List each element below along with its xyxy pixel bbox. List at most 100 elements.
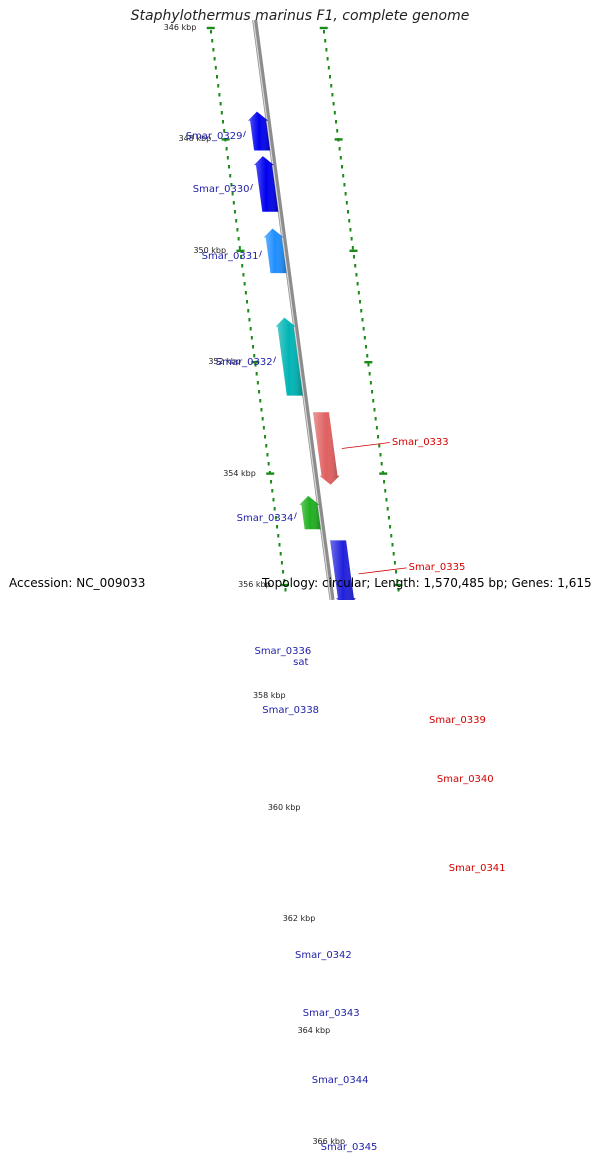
- leader-line: [358, 567, 407, 575]
- tick-dot: [229, 174, 232, 178]
- tick-label: 358 kbp: [252, 691, 286, 701]
- tick-dot: [213, 57, 216, 61]
- tick-dot: [276, 525, 279, 529]
- tick-dot: [274, 516, 277, 520]
- tick-dot: [372, 399, 375, 403]
- tick-dot: [280, 561, 283, 565]
- tick-dot: [220, 111, 223, 115]
- tick-dot: [344, 192, 347, 196]
- tick-dot: [225, 147, 228, 151]
- tick-dot: [267, 462, 270, 466]
- gene-arrow-shade: [275, 317, 303, 396]
- tick-dot: [278, 543, 281, 547]
- gene-arrow-shade: [254, 156, 279, 212]
- tick-dot: [387, 516, 390, 520]
- gene-label: Smar_0343: [302, 1008, 360, 1020]
- tick-dot: [271, 489, 274, 493]
- tick-dot: [232, 201, 235, 205]
- tick-dot: [262, 426, 265, 430]
- tick-dot: [332, 102, 335, 106]
- tick-dot: [333, 111, 336, 115]
- gene-label: Smar_0330: [192, 183, 250, 195]
- tick-dot: [395, 570, 398, 574]
- gene-label: sat: [293, 657, 309, 669]
- gene-arrow-shade: [313, 412, 340, 485]
- tick-dot: [371, 390, 374, 394]
- tick-dot: [246, 300, 249, 304]
- tick-dot: [367, 363, 370, 367]
- tick-dot: [264, 435, 267, 439]
- tick-dot: [350, 237, 353, 241]
- tick-dot: [258, 390, 261, 394]
- tick-label: 364 kbp: [297, 1025, 331, 1035]
- tick-dot: [214, 66, 217, 70]
- leader-line: [273, 356, 276, 363]
- tick-dot: [355, 273, 358, 277]
- tick-dot: [218, 93, 221, 97]
- tick-label: 348 kbp: [178, 134, 212, 144]
- tick-dot: [237, 237, 240, 241]
- gene-label: Smar_0335: [408, 561, 466, 573]
- tick-dot: [256, 381, 259, 385]
- tick-dot: [223, 129, 226, 133]
- tick-dot: [383, 480, 386, 484]
- tick-dot: [231, 192, 234, 196]
- tick-label: 356 kbp: [238, 580, 271, 589]
- tick-dot: [235, 219, 238, 223]
- tick-dot: [365, 345, 368, 349]
- gene-label: Smar_0338: [262, 704, 320, 716]
- tick-label: 346 kbp: [163, 23, 197, 32]
- tick-dot: [396, 579, 399, 583]
- tick-dot: [384, 489, 387, 493]
- tick-dot: [323, 30, 325, 34]
- leader-line: [243, 130, 246, 138]
- tick-dot: [241, 264, 244, 268]
- gene-label: Smar_0344: [311, 1075, 369, 1087]
- tick-dot: [373, 408, 376, 412]
- tick-dot: [324, 39, 327, 43]
- tick-label: 354 kbp: [223, 468, 256, 478]
- leader-line: [341, 442, 390, 449]
- gene-label: Smar_0342: [294, 949, 352, 961]
- genome-summary-text: Topology: circular; Length: 1,570,485 bp…: [262, 576, 592, 590]
- tick-dot: [230, 183, 233, 187]
- tick-dot: [283, 579, 286, 583]
- tick-dot: [391, 543, 394, 547]
- tick-dot: [217, 84, 220, 88]
- tick-dot: [359, 300, 362, 304]
- tick-dot: [363, 336, 366, 340]
- tick-dot: [330, 84, 333, 88]
- tick-dot: [326, 57, 329, 61]
- tick-dot: [354, 264, 357, 268]
- tick-dot: [219, 102, 222, 106]
- tick-dot: [380, 462, 383, 466]
- tick-dot: [378, 444, 381, 448]
- tick-dot: [242, 273, 245, 277]
- tick-dot: [243, 282, 246, 286]
- tick-dot: [273, 507, 276, 511]
- tick-dot: [325, 48, 328, 52]
- gene-label: Smar_0339: [429, 715, 486, 727]
- tick-dot: [222, 120, 225, 124]
- gene-label: Smar_0329: [185, 131, 243, 143]
- tick-label: 362 kbp: [282, 914, 316, 924]
- gene-label: Smar_0331: [201, 250, 259, 262]
- gene-label: Smar_0345: [320, 1142, 378, 1153]
- tick-dot: [369, 381, 372, 385]
- tick-dot: [327, 66, 330, 70]
- tick-dot: [349, 228, 352, 232]
- tick-dot: [386, 507, 389, 511]
- tick-dot: [260, 408, 263, 412]
- gene-arrow-shade: [299, 495, 321, 530]
- tick-dot: [329, 75, 332, 79]
- tick-dot: [240, 255, 243, 259]
- gene-label: Smar_0332: [215, 356, 273, 368]
- tick-dot: [247, 309, 250, 313]
- tick-dot: [331, 93, 334, 97]
- tick-dot: [212, 48, 215, 52]
- tick-dot: [253, 354, 256, 358]
- tick-dot: [362, 327, 365, 331]
- tick-dot: [375, 426, 378, 430]
- tick-dot: [228, 165, 231, 169]
- gene-label: Smar_0341: [448, 862, 506, 874]
